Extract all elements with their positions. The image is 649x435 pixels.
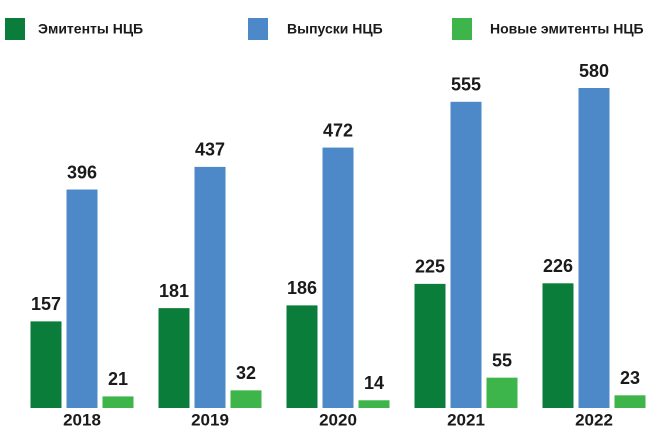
value-label: 225 <box>415 257 445 277</box>
legend-swatch <box>452 18 472 40</box>
x-tick-label: 2020 <box>319 410 357 429</box>
bar <box>578 88 610 408</box>
value-label: 226 <box>543 256 573 276</box>
value-label: 55 <box>492 350 512 370</box>
bar <box>194 166 226 408</box>
bar <box>614 395 646 408</box>
value-label: 186 <box>287 278 317 298</box>
value-label: 181 <box>159 281 189 301</box>
bar <box>358 400 390 408</box>
bar <box>286 305 318 408</box>
legend-label: Эмитенты НЦБ <box>38 21 143 37</box>
value-label: 437 <box>195 140 225 160</box>
legend-swatch <box>5 18 25 40</box>
value-label: 472 <box>323 120 353 140</box>
bar <box>450 101 482 409</box>
value-label: 14 <box>364 373 384 393</box>
value-label: 32 <box>236 363 256 383</box>
bar <box>230 390 262 408</box>
bar <box>322 147 354 408</box>
value-label: 23 <box>620 368 640 388</box>
bar <box>158 308 190 408</box>
bar <box>102 396 134 408</box>
bar <box>30 321 62 408</box>
bar <box>542 283 574 408</box>
x-tick-label: 2022 <box>575 410 613 429</box>
legend-label: Новые эмитенты НЦБ <box>490 21 644 37</box>
x-tick-label: 2019 <box>191 410 229 429</box>
x-tick-label: 2021 <box>447 410 485 429</box>
bar <box>66 189 98 408</box>
x-tick-label: 2018 <box>63 410 101 429</box>
value-label: 580 <box>579 61 609 81</box>
legend-label: Выпуски НЦБ <box>287 21 383 37</box>
legend-swatch <box>248 18 268 40</box>
bar <box>414 283 446 408</box>
bar <box>486 377 518 408</box>
value-label: 396 <box>67 162 97 182</box>
value-label: 157 <box>31 294 61 314</box>
value-label: 555 <box>451 75 481 95</box>
value-label: 21 <box>108 369 128 389</box>
